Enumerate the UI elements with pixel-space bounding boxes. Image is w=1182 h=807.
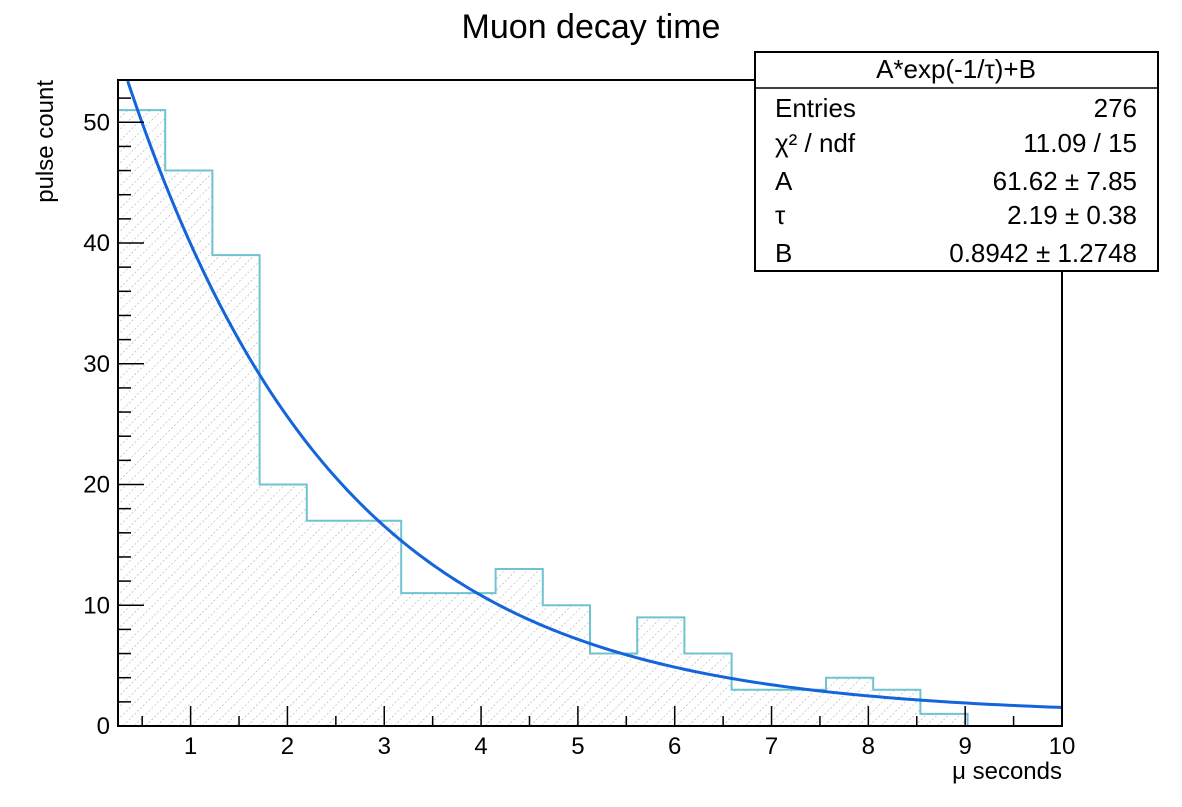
stats-label-tau: τ xyxy=(775,200,786,230)
histogram-bar xyxy=(590,653,638,726)
histogram-bar xyxy=(637,617,685,726)
histogram-bar xyxy=(401,593,449,726)
stats-label-chi2: χ² / ndf xyxy=(775,128,856,158)
x-axis-label: μ seconds xyxy=(952,758,1062,785)
plot-area xyxy=(118,80,1062,727)
y-axis-label: pulse count xyxy=(32,80,59,203)
stats-box-title: A*exp(-1/τ)+B xyxy=(876,54,1036,84)
plot-frame xyxy=(117,79,1063,727)
x-tick-label: 4 xyxy=(474,733,487,760)
y-tick-label: 40 xyxy=(83,230,110,257)
stats-label-entries: Entries xyxy=(775,93,856,123)
y-tick-label: 10 xyxy=(83,592,110,619)
histogram-outline xyxy=(118,109,969,726)
x-tick-label: 1 xyxy=(184,733,197,760)
axes: 1 2 3 4 5 6 7 8 9 10 0 10 20 30 40 50 xyxy=(83,79,1076,760)
histogram-bar xyxy=(259,484,307,726)
y-tick-label: 30 xyxy=(83,351,110,378)
x-tick-label: 8 xyxy=(862,733,875,760)
x-tick-label: 10 xyxy=(1049,733,1076,760)
stats-value-a: 61.62 ± 7.85 xyxy=(993,166,1137,196)
histogram-bar xyxy=(118,110,166,727)
histogram-bar xyxy=(495,569,543,726)
stats-value-chi2: 11.09 / 15 xyxy=(1023,128,1137,158)
x-tick-label: 6 xyxy=(668,733,681,760)
histogram-bar xyxy=(448,593,496,726)
histogram-bar xyxy=(920,713,968,726)
y-tick-label: 0 xyxy=(97,713,110,740)
histogram-bar xyxy=(354,520,402,726)
histogram-bar xyxy=(542,605,590,726)
stats-value-b: 0.8942 ± 1.2748 xyxy=(949,238,1137,268)
x-tick-label: 3 xyxy=(378,733,391,760)
histogram-bar xyxy=(873,689,921,726)
stats-label-a: A xyxy=(775,166,793,196)
y-tick-label: 20 xyxy=(83,472,110,499)
histogram-bar xyxy=(684,653,732,726)
fit-curve xyxy=(126,80,1062,709)
stats-box: A*exp(-1/τ)+B Entries 276 χ² / ndf 11.09… xyxy=(754,51,1159,272)
histogram-bar xyxy=(778,689,826,726)
chart-title: Muon decay time xyxy=(462,8,721,46)
stats-value-tau: 2.19 ± 0.38 xyxy=(1007,200,1137,230)
stats-label-b: B xyxy=(775,238,792,268)
x-tick-label: 5 xyxy=(571,733,584,760)
x-tick-label: 2 xyxy=(281,733,294,760)
x-tick-label: 9 xyxy=(958,733,971,760)
histogram-bar xyxy=(212,255,260,726)
x-tick-label: 7 xyxy=(765,733,778,760)
histogram-bar xyxy=(306,520,354,726)
y-tick-label: 50 xyxy=(83,109,110,136)
stats-value-entries: 276 xyxy=(1094,93,1137,123)
histogram-bar xyxy=(165,170,213,727)
histogram-bar xyxy=(826,677,874,726)
